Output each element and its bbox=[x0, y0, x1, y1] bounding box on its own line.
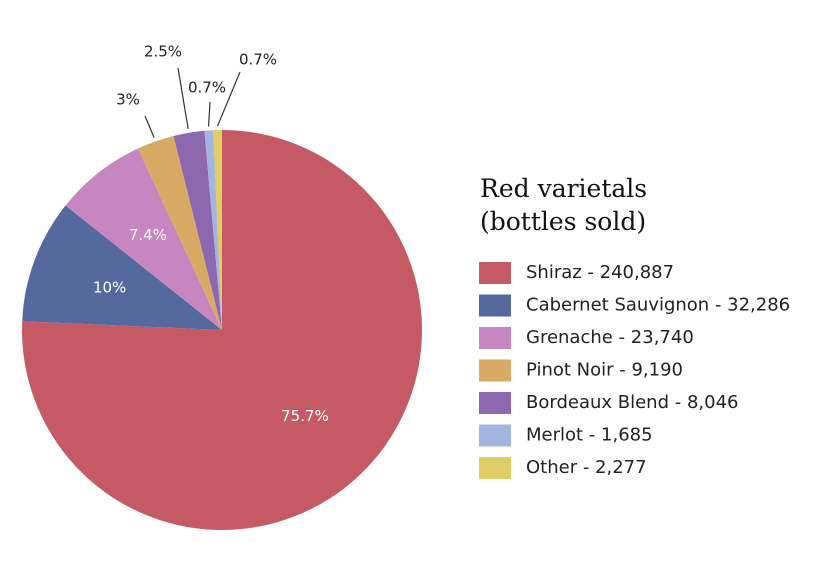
pie-slice bbox=[65, 148, 222, 330]
legend-swatch bbox=[479, 359, 511, 382]
pie-slice bbox=[204, 130, 222, 330]
slice-label: 0.7% bbox=[239, 51, 277, 69]
legend-swatch bbox=[479, 262, 511, 284]
leader-line bbox=[144, 115, 155, 138]
legend-label: Other - 2,277 bbox=[526, 457, 647, 478]
pie-slice bbox=[213, 130, 222, 330]
slice-label: 0.7% bbox=[188, 79, 226, 97]
pie-slice bbox=[173, 130, 222, 330]
leader-line bbox=[216, 71, 241, 127]
slice-label: 75.7% bbox=[281, 407, 329, 425]
legend-label: Grenache - 23,740 bbox=[526, 327, 694, 348]
legend-label: Merlot - 1,685 bbox=[526, 425, 653, 446]
slice-label: 10% bbox=[93, 278, 126, 296]
slice-label: 7.4% bbox=[129, 226, 167, 244]
pie-slice bbox=[22, 205, 222, 330]
legend-swatch bbox=[479, 457, 511, 479]
legend-swatch bbox=[479, 327, 511, 349]
legend-swatch bbox=[479, 392, 511, 414]
slice-label: 2.5% bbox=[144, 43, 182, 61]
slice-label: 3% bbox=[116, 91, 140, 109]
legend-label: Shiraz - 240,887 bbox=[526, 262, 674, 283]
pie-slice bbox=[22, 130, 423, 530]
legend-swatch bbox=[479, 294, 511, 317]
chart-title: Red varietals (bottles sold) bbox=[480, 174, 648, 236]
leader-line bbox=[177, 67, 189, 129]
legend-label: Pinot Noir - 9,190 bbox=[526, 360, 683, 381]
legend-label: Bordeaux Blend - 8,046 bbox=[526, 392, 738, 413]
leader-line bbox=[207, 101, 211, 127]
legend-label: Cabernet Sauvignon - 32,286 bbox=[526, 295, 790, 316]
pie-slice bbox=[137, 135, 222, 330]
legend-swatch bbox=[479, 424, 511, 447]
